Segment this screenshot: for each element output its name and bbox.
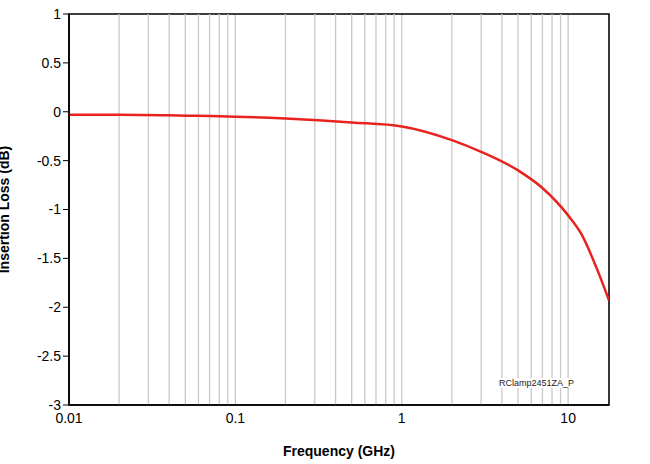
svg-text:-0.5: -0.5 <box>37 153 61 169</box>
svg-text:Frequency (GHz): Frequency (GHz) <box>283 443 395 459</box>
svg-text:1: 1 <box>398 410 406 426</box>
svg-text:0: 0 <box>53 104 61 120</box>
svg-text:-1: -1 <box>49 201 62 217</box>
html-text:RClamp2451ZA_P: RClamp2451ZA_P <box>499 378 574 388</box>
svg-text:-3: -3 <box>49 397 62 413</box>
svg-text:0.1: 0.1 <box>226 410 246 426</box>
svg-text:10: 10 <box>560 410 576 426</box>
svg-text:-1.5: -1.5 <box>37 250 61 266</box>
svg-text:1: 1 <box>53 6 61 22</box>
svg-text:Insertion Loss (dB): Insertion Loss (dB) <box>8 146 12 274</box>
svg-text:0.01: 0.01 <box>55 409 83 426</box>
svg-text:0.5: 0.5 <box>42 55 62 71</box>
svg-text:-2: -2 <box>49 299 62 315</box>
svg-text:-2.5: -2.5 <box>37 348 61 364</box>
